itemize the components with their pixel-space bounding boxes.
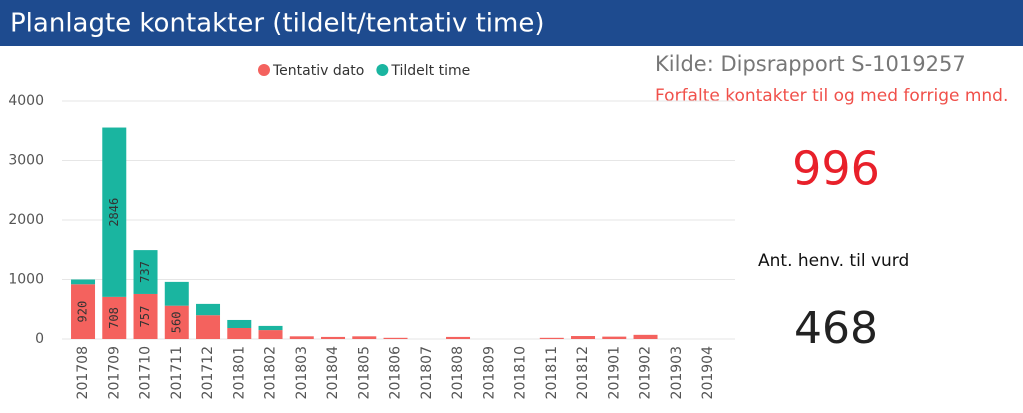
x-tick-label: 201812 — [575, 346, 591, 399]
bar-segment — [102, 127, 127, 297]
y-tick-label: 1000 — [8, 272, 44, 288]
bar-segment — [196, 303, 221, 316]
y-tick-label: 3000 — [8, 153, 44, 169]
legend-swatch — [258, 64, 270, 76]
data-label: 920 — [76, 301, 90, 323]
header-bar — [0, 0, 1023, 46]
data-label: 560 — [169, 311, 183, 333]
header-title: Planlagte kontakter (tildelt/tentativ ti… — [10, 9, 545, 39]
referrals-value: 468 — [794, 303, 878, 354]
bar-segment — [539, 337, 564, 339]
bar-segment — [321, 336, 346, 339]
data-label: 757 — [138, 306, 152, 328]
bar-segment — [227, 327, 252, 339]
bar-segment — [196, 315, 221, 339]
x-tick-label: 201903 — [669, 346, 685, 399]
bar-segment — [352, 336, 377, 339]
bar-segment — [133, 293, 158, 339]
bar-segment — [633, 334, 658, 339]
bar-segment — [258, 325, 283, 331]
x-tick-label: 201807 — [419, 346, 435, 399]
bar-segment — [71, 279, 96, 285]
y-tick-label: 4000 — [8, 93, 44, 109]
bar-segment — [602, 336, 627, 339]
x-tick-label: 201710 — [138, 346, 154, 399]
data-label: 2846 — [107, 198, 121, 227]
x-tick-label: 201902 — [638, 346, 654, 399]
x-tick-label: 201811 — [544, 346, 560, 399]
bar-segment — [446, 336, 471, 339]
bar-segment — [258, 330, 283, 339]
x-tick-label: 201901 — [606, 346, 622, 399]
x-tick-label: 201712 — [200, 346, 216, 399]
referrals-label: Ant. henv. til vurd — [758, 251, 909, 271]
bar-segment — [383, 337, 408, 339]
bar-segment — [102, 296, 127, 339]
x-tick-label: 201803 — [294, 346, 310, 399]
overdue-label: Forfalte kontakter til og med forrige mn… — [655, 86, 1008, 106]
x-tick-label: 201801 — [231, 346, 247, 399]
bar-segment — [571, 336, 596, 339]
x-tick-label: 201709 — [106, 346, 122, 399]
bar-segment — [164, 281, 189, 306]
bar-segment — [71, 284, 96, 339]
x-tick-label: 201809 — [481, 346, 497, 399]
x-tick-label: 201708 — [75, 346, 91, 399]
x-tick-label: 201808 — [450, 346, 466, 399]
x-tick-label: 201802 — [263, 346, 279, 399]
x-tick-label: 201805 — [356, 346, 372, 399]
legend-label: Tentativ dato — [272, 63, 364, 79]
x-tick-label: 201904 — [700, 346, 716, 400]
x-tick-label: 201804 — [325, 346, 341, 400]
source-text: Kilde: Dipsrapport S-1019257 — [655, 52, 966, 76]
y-tick-label: 0 — [35, 331, 44, 347]
y-tick-label: 2000 — [8, 212, 44, 228]
x-tick-label: 201711 — [169, 346, 185, 399]
x-tick-label: 201810 — [513, 346, 529, 399]
data-label: 737 — [138, 261, 152, 283]
legend-label: Tildelt time — [390, 63, 470, 79]
bar-segment — [227, 319, 252, 328]
chart: 0 1000 2000 3000 4000 Tentativ dato Tildelt ti… — [8, 63, 735, 399]
bar-segment — [289, 336, 314, 339]
legend-swatch — [376, 64, 389, 76]
bar-segment — [133, 250, 158, 294]
data-label: 708 — [107, 307, 121, 329]
bar-segment — [164, 305, 189, 339]
overdue-value: 996 — [792, 142, 880, 196]
x-tick-label: 201806 — [388, 346, 404, 400]
